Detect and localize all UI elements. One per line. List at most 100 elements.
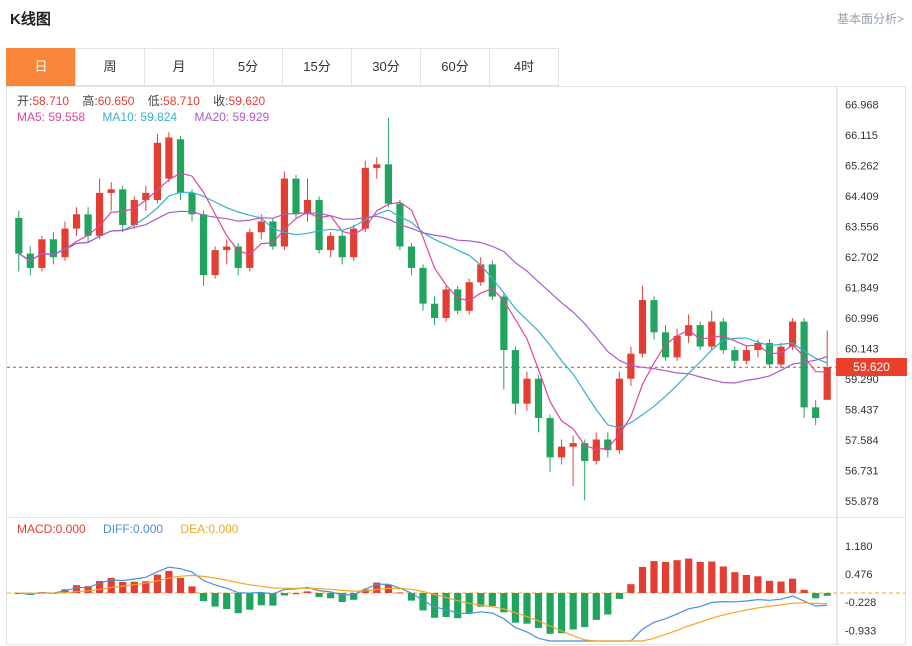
candle-body: [800, 321, 808, 408]
tab-week[interactable]: 周: [75, 48, 145, 86]
macd-bar: [477, 593, 485, 607]
tab-15min[interactable]: 15分: [282, 48, 352, 86]
candle-body: [384, 164, 392, 204]
main-chart-canvas[interactable]: 66.968 66.115 65.262 64.409 63.556 62.702 61.8…: [7, 87, 905, 517]
price-axis-label: 56.731: [845, 466, 879, 478]
price-axis-label: 61.849: [845, 283, 879, 295]
candle-body: [292, 178, 300, 215]
macd-bar: [754, 576, 762, 593]
candle-body: [327, 235, 335, 251]
macd-bar: [188, 586, 196, 593]
macd-bar: [454, 593, 462, 619]
candle-body: [338, 235, 346, 258]
macd-bar: [96, 581, 104, 593]
macd-bar: [627, 584, 635, 593]
candle-body: [107, 189, 115, 193]
high-value: 60.650: [97, 94, 135, 108]
candle-body: [407, 246, 416, 268]
candle-body: [361, 167, 369, 229]
ma20-line: [18, 210, 828, 384]
panel-divider: [7, 517, 905, 518]
macd-bar: [153, 574, 161, 593]
candle-body: [546, 418, 554, 458]
macd-bar: [592, 593, 600, 620]
candle-body: [303, 200, 312, 215]
macd-bar: [777, 581, 785, 593]
macd-bar: [327, 593, 335, 599]
macd-bar: [511, 593, 519, 623]
candle-body: [754, 343, 762, 351]
candle-body: [650, 300, 658, 333]
candle-body: [419, 267, 427, 304]
macd-bar: [742, 574, 750, 593]
tab-4hour[interactable]: 4时: [489, 48, 559, 86]
fundamental-analysis-link[interactable]: 基本面分析>: [836, 12, 904, 26]
candle-body: [130, 200, 138, 225]
header: K线图 基本面分析>: [0, 0, 912, 34]
close-label: 收:: [213, 94, 229, 108]
macd-bar: [650, 561, 658, 593]
price-axis-label: 63.556: [845, 222, 879, 234]
ma20-legend: MA20: 59.929: [194, 110, 270, 124]
candle-body: [534, 378, 543, 418]
candle-body: [823, 367, 831, 400]
price-axis-label: 60.996: [845, 313, 879, 325]
macd-chart-canvas[interactable]: 1.180 0.476 -0.228 -0.933: [7, 518, 905, 645]
candle-body: [119, 189, 127, 225]
candle-body: [165, 137, 173, 179]
tab-5min[interactable]: 5分: [213, 48, 283, 86]
macd-bar: [812, 593, 820, 599]
macd-bar: [315, 593, 323, 597]
diff-line: [18, 566, 828, 642]
macd-bar: [615, 593, 623, 599]
candle-body: [488, 264, 496, 297]
macd-bar: [72, 585, 81, 593]
price-axis-label: 58.437: [845, 405, 879, 417]
macd-bar: [800, 589, 808, 593]
macd-bar: [176, 577, 185, 593]
macd-bar: [685, 558, 693, 593]
macd-bar: [638, 566, 647, 593]
candle-body: [84, 214, 92, 236]
macd-bar: [823, 593, 831, 596]
open-label: 开:: [17, 94, 33, 108]
period-tabs: 日 周 月 5分 15分 30分 60分 4时: [6, 48, 559, 86]
macd-bar: [662, 561, 670, 593]
price-axis-label: 55.878: [845, 496, 879, 508]
candle-body: [246, 232, 254, 268]
macd-bar: [407, 593, 416, 601]
low-label: 低:: [147, 94, 164, 108]
tab-day[interactable]: 日: [6, 48, 76, 86]
macd-value: MACD:0.000: [17, 522, 86, 536]
ma5-legend: MA5: 59.558: [17, 110, 86, 124]
macd-bar: [419, 593, 427, 611]
macd-bar: [234, 593, 242, 614]
macd-bar: [303, 591, 312, 593]
candle-body: [500, 296, 508, 351]
candle-body: [708, 321, 716, 347]
candle-body: [373, 164, 381, 168]
macd-axis-label: 0.476: [845, 569, 873, 581]
macd-bar: [269, 593, 277, 606]
price-axis-label: 62.702: [845, 252, 879, 264]
macd-bar: [396, 592, 404, 594]
dea-value: DEA:0.000: [180, 522, 239, 536]
candle-body: [615, 378, 623, 451]
macd-histogram: [15, 558, 831, 634]
tab-60min[interactable]: 60分: [420, 48, 490, 86]
candle-body: [431, 303, 439, 318]
candle-body: [315, 200, 323, 250]
candle-body: [200, 214, 208, 276]
macd-bar: [350, 593, 358, 600]
tab-month[interactable]: 月: [144, 48, 214, 86]
macd-bar: [223, 593, 231, 610]
tab-30min[interactable]: 30分: [351, 48, 421, 86]
candle-body: [211, 250, 219, 276]
candle-body: [269, 221, 277, 247]
macd-bar: [442, 593, 450, 617]
candle-body: [569, 443, 577, 447]
macd-bar: [211, 593, 219, 607]
candle-body: [777, 346, 785, 365]
ma5-line: [18, 172, 828, 451]
macd-bar: [731, 572, 739, 593]
